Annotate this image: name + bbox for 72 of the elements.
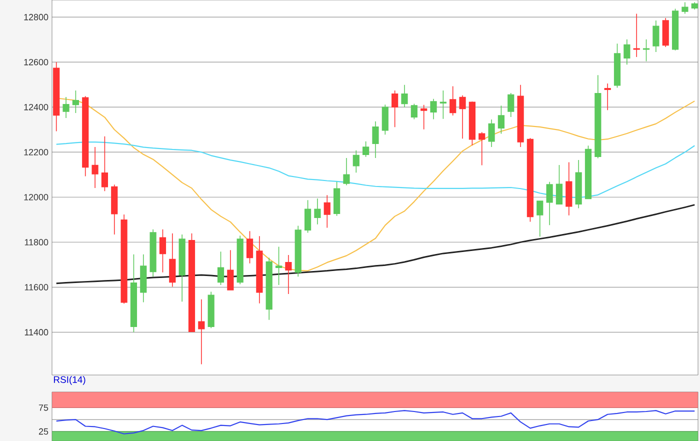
- candlestick: [256, 236, 263, 304]
- candlestick: [362, 140, 370, 158]
- candlestick: [575, 160, 582, 209]
- candlestick: [208, 291, 214, 329]
- candlestick: [517, 84, 524, 148]
- candlestick: [188, 233, 196, 332]
- candlestick: [536, 200, 544, 237]
- candlestick: [246, 230, 254, 264]
- y-tick-label: 12400: [24, 104, 48, 110]
- candlestick: [604, 83, 611, 110]
- y-tick-label: 11400: [24, 329, 48, 336]
- candlestick: [410, 103, 418, 120]
- y-tick-label: 12200: [24, 148, 48, 156]
- candlestick: [82, 96, 89, 177]
- y-tick-label: 25: [38, 428, 48, 435]
- candlestick: [478, 132, 486, 166]
- candlestick: [178, 234, 186, 302]
- candlestick: [150, 228, 156, 278]
- candlestick: [198, 298, 205, 365]
- candlestick: [159, 228, 166, 273]
- candlestick: [594, 74, 602, 159]
- candlestick: [266, 257, 272, 320]
- y-tick-label: 12000: [24, 194, 48, 200]
- candlestick: [120, 214, 128, 304]
- candlestick: [294, 225, 302, 278]
- candlestick: [508, 92, 514, 118]
- y-tick-label: 12800: [24, 14, 48, 20]
- candlestick: [392, 90, 398, 128]
- candlestick: [227, 250, 234, 290]
- candlestick: [111, 184, 118, 235]
- candlestick: [130, 254, 138, 333]
- candlestick: [304, 200, 312, 234]
- chart-title: RSI(14): [54, 376, 86, 385]
- candlestick: [285, 254, 292, 294]
- candlestick: [682, 2, 688, 14]
- candlestick: [488, 119, 495, 148]
- candlestick: [382, 104, 388, 135]
- candlestick: [352, 150, 360, 174]
- candlestick: [53, 62, 60, 132]
- candlestick: [343, 158, 350, 186]
- candlestick: [633, 13, 640, 58]
- candlestick: [140, 254, 147, 303]
- candlestick: [691, 2, 698, 10]
- candlestick: [401, 84, 408, 108]
- y-tick-label: 75: [38, 404, 48, 411]
- candlestick: [236, 235, 244, 285]
- y-tick-label: 12600: [24, 58, 48, 66]
- candlestick: [324, 194, 330, 228]
- candlestick: [614, 43, 621, 88]
- candlestick: [672, 8, 679, 51]
- candlestick: [556, 164, 563, 205]
- y-tick-label: 11600: [24, 284, 48, 290]
- candlestick: [334, 181, 340, 216]
- candlestick: [526, 138, 534, 222]
- candlestick: [169, 233, 176, 288]
- candlestick: [546, 181, 553, 226]
- candlestick: [652, 20, 660, 52]
- candlestick: [468, 101, 476, 146]
- candlestick: [217, 251, 224, 286]
- candlestick: [314, 198, 321, 225]
- candlestick: [584, 145, 592, 200]
- candlestick: [450, 86, 456, 116]
- y-tick-label: 11800: [24, 239, 48, 246]
- candlestick: [566, 162, 572, 216]
- candlestick: [459, 95, 466, 140]
- candlestick: [372, 120, 379, 158]
- candlestick: [92, 146, 98, 188]
- candlestick: [662, 18, 669, 48]
- candlestick: [430, 98, 437, 120]
- candlestick: [498, 105, 505, 134]
- candlestick: [624, 38, 630, 65]
- candlestick: [62, 96, 70, 118]
